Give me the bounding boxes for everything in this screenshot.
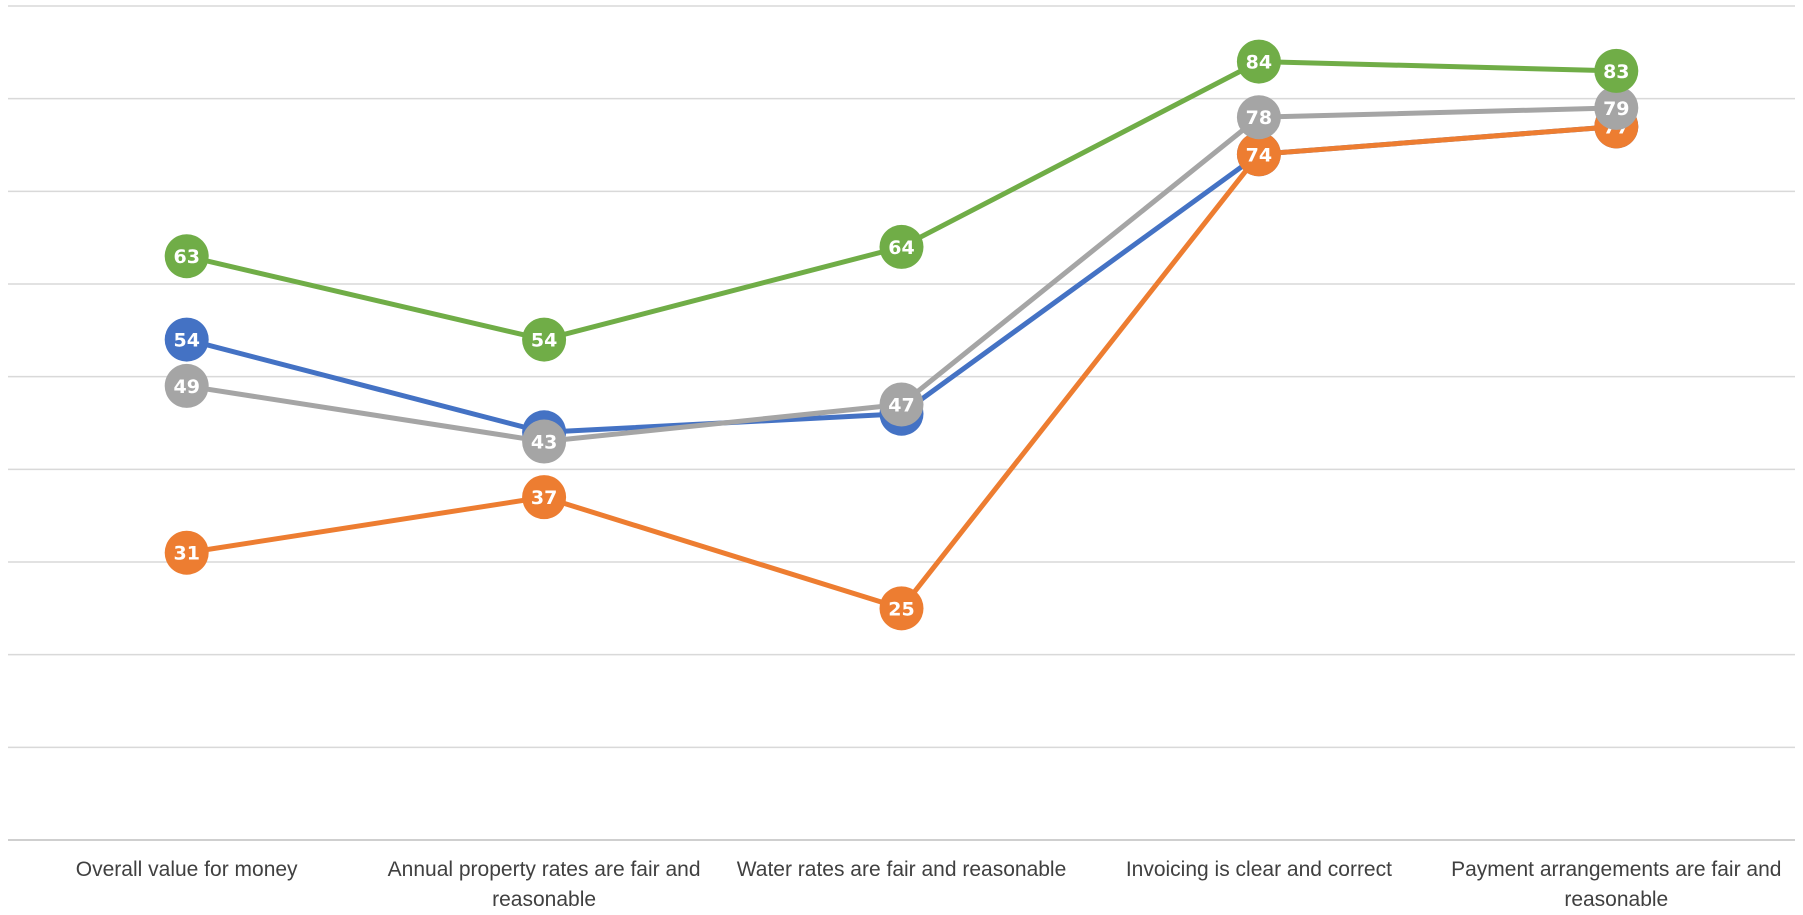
series-2: 3137257477	[164, 104, 1639, 631]
data-label: 43	[531, 432, 557, 454]
data-label: 31	[173, 543, 199, 565]
data-label: 54	[173, 330, 199, 352]
data-label: 47	[888, 394, 914, 416]
data-label: 83	[1603, 61, 1629, 83]
data-label: 37	[531, 487, 557, 509]
data-label: 74	[1246, 144, 1272, 166]
series-line	[186, 123, 1617, 611]
x-axis-tick-label: Overall value for money	[75, 858, 298, 881]
data-point	[1236, 132, 1281, 177]
series-line	[186, 59, 1617, 343]
data-label: 63	[173, 246, 199, 268]
data-label: 25	[888, 598, 914, 620]
gridlines	[8, 5, 1795, 749]
data-point	[164, 530, 209, 575]
series-3: 49 43 47 78 79	[164, 85, 1639, 464]
x-axis-tick-label: Water rates are fair and reasonable	[736, 858, 1067, 881]
data-point	[164, 363, 209, 408]
data-point	[522, 317, 567, 362]
data-label: 79	[1603, 98, 1629, 120]
data-point	[1594, 48, 1639, 93]
series-layer: 5444467477313725747749434778796354648483	[164, 39, 1639, 631]
data-label: 64	[888, 237, 914, 259]
data-point	[522, 419, 567, 464]
data-label: 84	[1246, 52, 1272, 74]
data-point	[1594, 85, 1639, 130]
data-label: 49	[173, 376, 199, 398]
data-point	[164, 234, 209, 279]
data-point	[1236, 95, 1281, 140]
data-point	[879, 224, 924, 269]
data-label: 54	[531, 330, 557, 352]
x-axis-tick-label: Annual property rates are fair and reaso…	[387, 858, 701, 911]
data-point	[1236, 39, 1281, 84]
data-point	[164, 317, 209, 362]
data-point	[879, 586, 924, 631]
data-label: 78	[1246, 107, 1272, 129]
x-axis-tick-label: Payment arrangements are fair and reason…	[1451, 858, 1782, 911]
data-point	[522, 475, 567, 520]
x-axis-tick-label: Invoicing is clear and correct	[1125, 858, 1392, 881]
data-point	[879, 382, 924, 427]
series-4: 63 54 64 84 83	[164, 39, 1639, 362]
